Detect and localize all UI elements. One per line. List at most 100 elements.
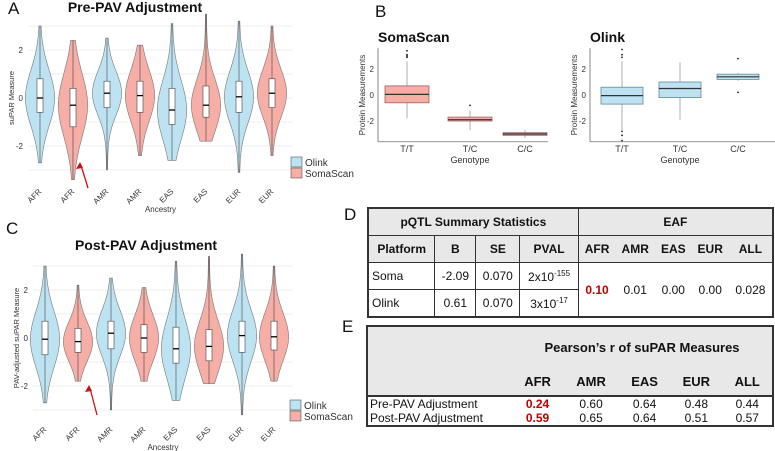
box (205, 329, 213, 362)
annotation-arrowhead (85, 385, 92, 392)
x-tick-label: AFR (64, 425, 82, 443)
eaf-eur: 0.00 (691, 262, 729, 318)
box (172, 326, 180, 364)
outlier-point (406, 56, 408, 59)
x-tick-label: AFR (31, 425, 49, 443)
chart-title: SomaScan (378, 29, 450, 45)
col-eur: EUR (670, 367, 723, 397)
y-tick-label: 2 (19, 46, 24, 55)
x-tick-label: EAS (158, 187, 176, 205)
chart-title: Olink (590, 29, 625, 45)
y-tick-label: -2 (367, 117, 375, 126)
x-tick-label: T/C (463, 144, 478, 154)
b-cell: -2.09 (434, 262, 477, 290)
x-tick-label: AFR (59, 187, 77, 205)
col-eas: EAS (619, 367, 671, 397)
y-tick-label: 0 (19, 94, 24, 103)
eaf-all: 0.028 (728, 262, 774, 318)
outlier-point (406, 49, 408, 52)
y-tick-label: -2 (21, 382, 29, 391)
x-tick-label: AMR (128, 425, 147, 444)
y-tick-label: 2 (24, 286, 29, 295)
value-amr: 0.65 (579, 411, 603, 425)
box (41, 320, 49, 356)
value-eur: 0.51 (684, 411, 708, 425)
col-pval: PVAL (519, 235, 579, 263)
x-tick-label: AMR (124, 187, 143, 206)
b-cell: 0.61 (434, 289, 477, 318)
outlier-point (469, 104, 471, 107)
y-axis-label: Protein Measurements (570, 55, 579, 135)
box (107, 320, 115, 350)
legend-label-olink: Olink (304, 401, 328, 412)
col-platform: Platform (367, 235, 436, 263)
panel-label-e: E (342, 317, 353, 336)
annotation-arrowhead (76, 162, 83, 169)
x-tick-label: C/C (517, 144, 533, 154)
x-axis-label: Genotype (660, 155, 699, 165)
table-row: Pre-PAV Adjustment 0.24 0.60 0.64 0.48 0… (367, 396, 773, 411)
outlier-point (737, 91, 739, 94)
box-T/C (447, 116, 493, 122)
chart-title: Pre-PAV Adjustment (68, 0, 203, 15)
annotation-arrow (89, 389, 98, 416)
x-axis-label: Ancestry (147, 443, 178, 451)
x-tick-label: EUR (224, 187, 242, 205)
row-label: Post-PAV Adjustment (370, 411, 483, 425)
x-tick-label: EAS (192, 187, 210, 205)
pval-base: 3x10 (530, 296, 557, 311)
y-axis-label: suPAR Measure (7, 71, 16, 125)
col-amr: AMR (563, 367, 620, 397)
x-tick-label: C/C (730, 144, 746, 154)
panel-label-b: B (375, 2, 386, 21)
panel-label-d: D (344, 205, 356, 224)
box (36, 78, 44, 113)
row-label: Pre-PAV Adjustment (370, 397, 478, 411)
panel-label-c: C (6, 219, 18, 238)
col-all: ALL (722, 367, 773, 397)
box (202, 85, 210, 118)
value-all: 0.44 (735, 397, 759, 411)
legend-swatch-olink (289, 399, 302, 411)
x-tick-label: EAS (162, 425, 180, 443)
pval-exponent: -155 (554, 268, 571, 278)
outlier-point (621, 134, 623, 137)
box (103, 80, 111, 108)
col-b: B (434, 235, 477, 263)
x-tick-label: AFR (26, 187, 44, 205)
x-axis-label: Ancestry (145, 205, 176, 214)
col-afr: AFR (578, 235, 616, 263)
pqtl-summary-table: pQTL Summary Statistics EAF Platform B S… (367, 207, 774, 318)
outlier-point (621, 139, 623, 142)
pqtl-group-header: pQTL Summary Statistics (367, 207, 579, 236)
pval-exponent: -17 (556, 295, 568, 305)
outlier-point (621, 56, 623, 59)
y-tick-label: 2 (582, 65, 587, 74)
box (69, 88, 77, 128)
eaf-amr: 0.01 (615, 262, 656, 318)
platform-cell: Olink (367, 289, 436, 318)
se-cell: 0.070 (475, 262, 521, 290)
y-tick-label: 0 (370, 91, 375, 100)
x-tick-label: AMR (95, 425, 114, 444)
outlier-point (621, 48, 623, 51)
box (74, 328, 82, 353)
annotation-arrow (80, 166, 89, 189)
value-amr: 0.60 (579, 397, 603, 411)
y-tick-label: 0 (24, 334, 29, 343)
y-axis-label: PAV-adjusted suPAR Measure (12, 288, 21, 388)
outlier-point (621, 53, 623, 56)
x-tick-label: AMR (91, 187, 110, 206)
pearson-table: Pearson’s r of suPAR Measures AFR AMR EA… (366, 325, 774, 427)
box (270, 320, 278, 351)
table-row: Soma -2.09 0.070 2x10-155 0.10 0.01 0.00… (367, 262, 774, 318)
table-row: Post-PAV Adjustment 0.59 0.65 0.64 0.51 … (367, 411, 773, 426)
pearson-title: Pearson’s r of suPAR Measures (512, 326, 773, 367)
x-tick-label: EUR (257, 187, 275, 205)
y-axis-label: Protein Measurements (358, 55, 367, 135)
se-cell: 0.070 (475, 289, 521, 318)
col-all: ALL (728, 235, 774, 263)
col-amr: AMR (615, 235, 656, 263)
